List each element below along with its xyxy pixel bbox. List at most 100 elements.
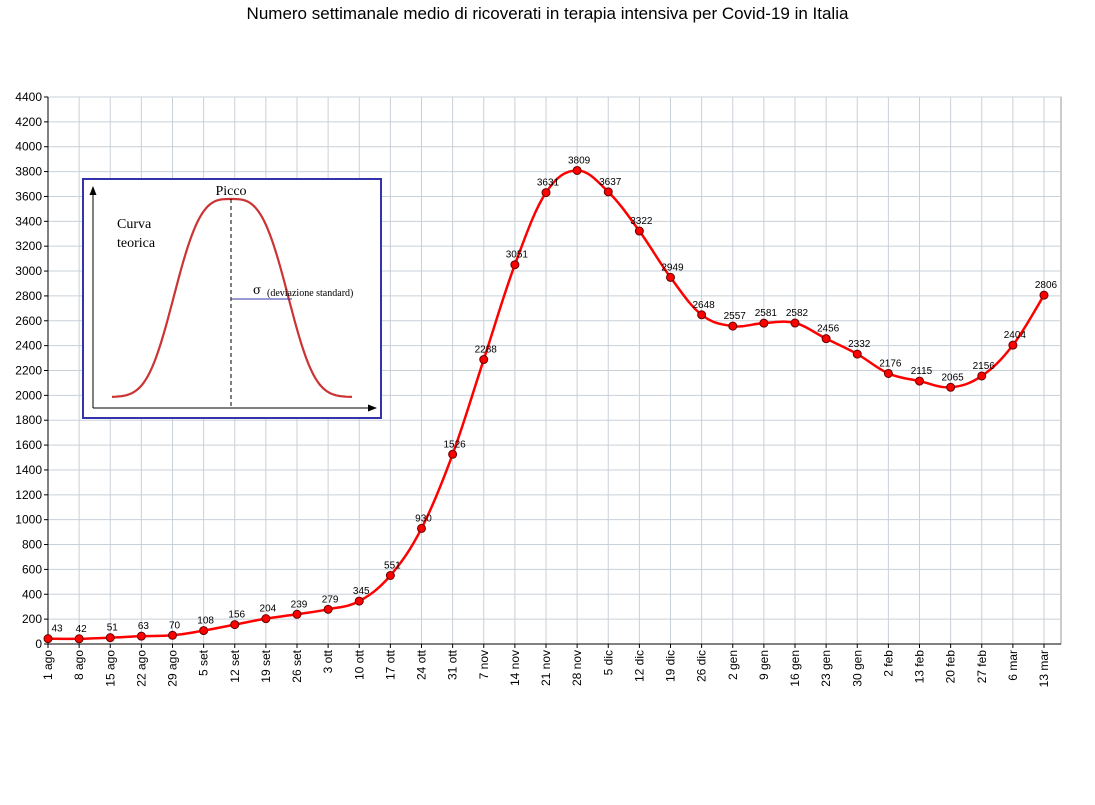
data-point: [292, 609, 302, 619]
data-label: 239: [291, 599, 308, 610]
data-point: [448, 449, 458, 459]
data-label: 3637: [599, 177, 622, 188]
data-label: 42: [76, 624, 88, 635]
data-point: [168, 630, 177, 640]
x-tick-label: 5 dic: [601, 650, 615, 675]
inset-y-arrowhead: [89, 186, 97, 195]
data-point: [697, 310, 707, 320]
data-label: 204: [260, 604, 277, 615]
inset-sigma-symbol: σ: [253, 283, 261, 297]
data-label: 2404: [1004, 330, 1027, 341]
data-point: [199, 626, 209, 636]
data-point: [417, 523, 426, 533]
y-tick-label: 4200: [15, 115, 42, 129]
data-point: [1039, 290, 1049, 300]
inset-sigma-label: (deviazione standard): [267, 288, 353, 299]
data-point: [790, 318, 800, 328]
data-point: [541, 188, 551, 198]
y-tick-label: 1000: [15, 513, 42, 527]
y-tick-label: 0: [35, 637, 42, 651]
x-tick-label: 31 ott: [446, 649, 460, 680]
x-tick-label: 7 nov: [477, 650, 491, 679]
data-label: 3809: [568, 155, 591, 166]
data-point: [43, 634, 53, 644]
x-tick-label: 13 mar: [1037, 650, 1051, 687]
data-label: 2806: [1035, 280, 1058, 291]
inset-curve-label-line1: Curva: [117, 217, 152, 232]
x-tick-label: 26 set: [290, 649, 304, 682]
data-point: [977, 371, 987, 381]
inset-theoretical-curve: Picco Curva teorica σ (deviazione standa…: [82, 178, 382, 419]
data-label: 2332: [848, 339, 871, 350]
data-label: 3051: [506, 250, 529, 261]
data-point: [946, 382, 956, 392]
x-tick-labels: 1 ago 8 ago 15 ago 22 ago 29 ago 5 set 12 set 1…: [41, 644, 1051, 687]
x-tick-label: 6 mar: [1006, 650, 1020, 681]
y-tick-label: 2400: [15, 339, 42, 353]
data-label: 70: [169, 620, 181, 631]
y-tick-label: 3400: [15, 214, 42, 228]
y-tick-label: 2200: [15, 364, 42, 378]
x-tick-label: 19 dic: [664, 650, 678, 682]
x-tick-label: 9 gen: [757, 650, 771, 680]
data-label: 1526: [444, 439, 467, 450]
data-point: [728, 321, 738, 331]
x-tick-label: 10 ott: [352, 649, 366, 680]
y-tick-label: 4000: [15, 140, 42, 154]
data-point: [634, 226, 644, 236]
x-tick-label: 8 ago: [72, 650, 86, 680]
inset-peak-label: Picco: [215, 184, 246, 199]
data-label: 2288: [475, 345, 498, 356]
x-tick-label: 24 ott: [415, 649, 429, 680]
data-label: 63: [138, 621, 150, 632]
series-line: [47, 169, 1046, 641]
data-label: 3631: [537, 178, 560, 189]
data-point: [136, 631, 146, 641]
y-tick-label: 4400: [15, 90, 42, 104]
x-tick-label: 5 set: [197, 649, 211, 676]
x-tick-label: 13 feb: [913, 650, 927, 684]
x-tick-label: 23 gen: [819, 650, 833, 687]
data-point: [915, 376, 924, 386]
data-point: [603, 187, 613, 197]
x-tick-label: 17 ott: [383, 649, 397, 680]
data-point: [323, 604, 333, 614]
data-point: [759, 318, 769, 328]
x-tick-label: 19 set: [259, 649, 273, 682]
data-point: [354, 596, 364, 606]
data-label: 2557: [724, 311, 747, 322]
data-points: [43, 165, 1049, 644]
data-point: [572, 165, 582, 175]
data-label: 2176: [879, 358, 902, 369]
data-label: 551: [384, 561, 401, 572]
x-tick-label: 16 gen: [788, 650, 802, 687]
inset-x-arrowhead: [368, 404, 377, 412]
y-tick-label: 2000: [15, 388, 42, 402]
data-label: 2456: [817, 324, 840, 335]
y-tick-label: 200: [22, 612, 42, 626]
x-tick-label: 3 ott: [321, 649, 335, 673]
x-tick-label: 26 dic: [695, 650, 709, 682]
data-point: [852, 349, 862, 359]
inset-bell-curve: [112, 197, 353, 398]
y-tick-label: 3200: [15, 239, 42, 253]
x-tick-label: 15 ago: [103, 650, 117, 687]
data-label: 279: [322, 594, 339, 605]
data-label: 2648: [693, 300, 716, 311]
y-tick-label: 1400: [15, 463, 42, 477]
data-label: 2115: [911, 366, 933, 377]
x-tick-label: 22 ago: [134, 650, 148, 687]
grid: [47, 96, 1062, 645]
x-tick-label: 30 gen: [850, 650, 864, 687]
data-point: [666, 272, 675, 282]
y-tick-label: 3600: [15, 189, 42, 203]
data-label: 51: [107, 623, 119, 634]
data-label: 2065: [942, 372, 965, 383]
data-point: [510, 260, 520, 270]
data-label: 108: [197, 616, 214, 627]
data-label: 2949: [661, 262, 684, 273]
data-point: [385, 571, 395, 581]
data-label: 3322: [630, 216, 653, 227]
x-tick-label: 2 gen: [726, 650, 740, 680]
